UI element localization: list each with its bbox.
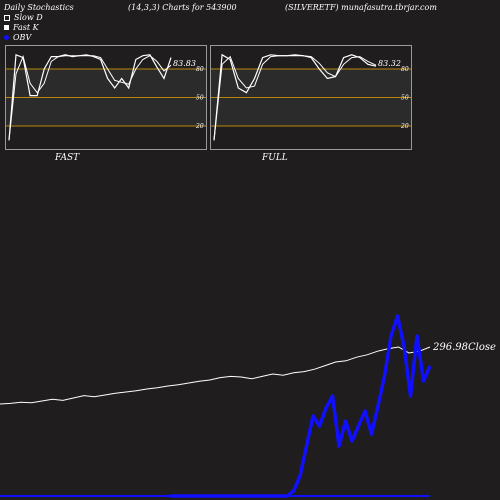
chart-params: (14,3,3) Charts for 543900 (128, 3, 237, 12)
full-series-slow-d (213, 55, 377, 141)
legend-label-fast-k: Fast K (13, 23, 39, 32)
fast-level-label-80: 80 (196, 66, 204, 73)
fast-panel-label: FAST (55, 153, 80, 163)
full-last-value-label: 83.32 (378, 59, 401, 68)
close-value-label: 296.98Close (432, 342, 496, 353)
legend-swatch-obv (4, 35, 9, 40)
chart-title: Daily Stochastics (4, 3, 74, 12)
legend-swatch-fast-k (4, 25, 9, 30)
full-panel-label: FULL (262, 153, 288, 163)
close-price-line (0, 346, 431, 405)
legend-label-obv: OBV (13, 33, 32, 42)
full-stoch-panel: 20 50 80 83.32 (210, 45, 412, 150)
fast-level-label-20: 20 (195, 123, 204, 130)
full-level-label-80: 80 (401, 66, 409, 73)
full-series-fast-k (213, 53, 377, 141)
fast-stoch-panel: 20 50 80 83.83 (5, 45, 207, 150)
legend-swatch-slow-d (4, 14, 10, 21)
chart-source: (SILVERETF) munafasutra.tbrjar.com (285, 3, 437, 12)
full-level-label-50: 50 (401, 95, 409, 102)
fast-last-value-label: 83.83 (173, 59, 196, 68)
full-level-label-20: 20 (400, 123, 409, 130)
obv-line (170, 314, 432, 498)
legend-item-slow-d: Slow D (4, 13, 43, 22)
fast-series-slow-d (8, 55, 172, 141)
legend-label-slow-d: Slow D (14, 13, 43, 22)
legend-item-fast-k: Fast K (4, 23, 39, 32)
legend-item-obv: OBV (4, 33, 31, 42)
fast-level-label-50: 50 (196, 95, 204, 102)
